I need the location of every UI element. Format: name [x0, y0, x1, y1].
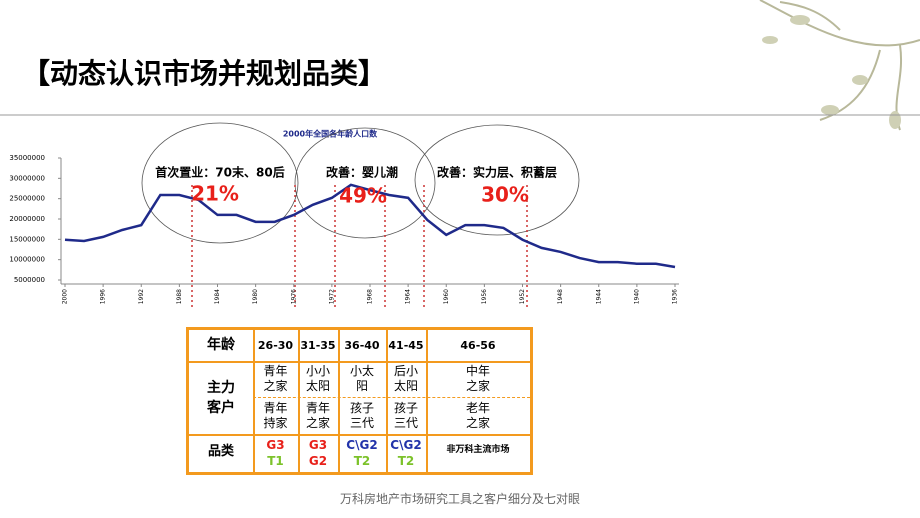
x-tick-label: 1972 [328, 289, 335, 304]
table-header: 41-45 [388, 339, 424, 352]
table-cell: 小小太阳 [305, 364, 330, 393]
table-cell: 青年之家 [263, 364, 288, 393]
cell-border [386, 330, 388, 472]
x-tick-label: 1992 [138, 289, 145, 304]
cell-border [298, 330, 300, 472]
product-code: T1 [267, 454, 284, 468]
table-cell: 老年之家 [465, 401, 490, 430]
table-header: 46-56 [460, 339, 496, 352]
product-code: C\G2 [346, 438, 378, 452]
y-tick-label: 35000000 [9, 154, 45, 162]
table-header: 年龄 [207, 337, 235, 353]
table-header: 31-35 [300, 339, 336, 352]
x-tick-label: 2000 [62, 289, 69, 304]
x-tick-label: 1996 [100, 289, 107, 304]
table-cell: 后小太阳 [393, 364, 418, 393]
chart: 2000年全国各年龄人口数 5000000 10000000 15000000 200… [9, 122, 679, 310]
row-label: 主力客户 [207, 380, 235, 416]
annotation: 改善：实力层、积蓄层 [437, 165, 557, 180]
x-tick-label: 1956 [481, 289, 488, 304]
chart-title: 2000年全国各年龄人口数 [283, 129, 378, 139]
cell-border [253, 397, 530, 398]
x-tick-label: 1964 [405, 289, 412, 304]
table-header: 26-30 [257, 339, 294, 352]
x-tick-label: 1984 [214, 289, 221, 304]
annotation: 首次置业：70末、80后 [155, 165, 284, 180]
cell-border [338, 330, 340, 472]
x-tick-label: 1968 [367, 289, 374, 304]
y-tick-label: 15000000 [9, 235, 45, 243]
table: 年龄 26-30 31-35 36-40 41-45 46-56 主力客户 青年之家 青年持家小… [186, 327, 533, 475]
x-tick-label: 1940 [633, 289, 640, 304]
y-tick-label: 10000000 [9, 256, 45, 264]
cell-border [426, 330, 428, 472]
annotation-share: 21% [191, 182, 239, 206]
cell-border [189, 434, 530, 436]
x-tick-label: 1948 [557, 289, 564, 304]
x-tick-label: 1952 [519, 289, 526, 304]
x-tick-label: 1976 [290, 289, 297, 304]
cell-border [253, 330, 255, 472]
y-tick-label: 25000000 [9, 195, 45, 203]
product-code: 非万科主流市场 [446, 445, 510, 455]
table-cell: 青年持家 [263, 401, 288, 430]
footer: 万科房地产市场研究工具之客户细分及七对眼 [339, 492, 580, 506]
x-tick-label: 1960 [443, 289, 450, 304]
annotation: 改善：婴儿潮 [326, 165, 398, 180]
table-cell: 中年之家 [465, 364, 490, 393]
product-code: G3 [266, 438, 285, 452]
x-tick-label: 1988 [176, 289, 183, 304]
product-code: T2 [397, 454, 415, 468]
row-label: 品类 [207, 444, 234, 459]
table-cell: 孩子三代 [349, 401, 374, 430]
product-code: G2 [308, 454, 328, 468]
product-code: C\G2 [390, 438, 422, 452]
x-tick-label: 1980 [252, 289, 259, 304]
x-tick-label: 1944 [595, 289, 602, 304]
cell-border [189, 361, 530, 363]
x-tick-label: 1936 [672, 289, 679, 304]
annotation-share: 30% [481, 183, 529, 207]
product-code: G3 [308, 438, 328, 452]
y-tick-label: 20000000 [9, 215, 45, 223]
table-cell: 青年之家 [305, 401, 330, 430]
table-cell: 小太阳 [349, 364, 374, 393]
table-cell: 孩子三代 [393, 401, 418, 430]
annotation-share: 49% [339, 184, 387, 208]
line-series [64, 183, 676, 269]
slide-title: 【动态认识市场并规划品类】 [22, 57, 387, 90]
table-header: 36-40 [344, 339, 380, 352]
y-tick-label: 5000000 [14, 276, 45, 284]
y-tick-label: 30000000 [9, 174, 45, 182]
product-code: T2 [353, 454, 371, 468]
